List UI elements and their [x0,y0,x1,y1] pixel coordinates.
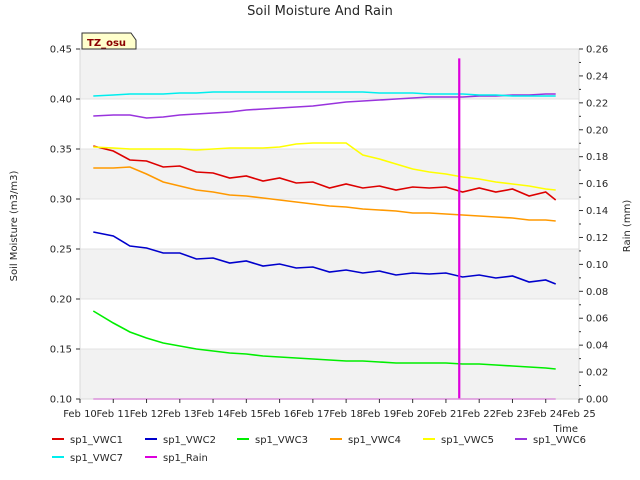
y2-tick-label: 0.04 [586,341,608,352]
y-tick-label: 0.35 [50,145,72,156]
series-lines [92,58,557,400]
x-tick-label: Feb 10 [63,409,97,420]
series-line-sp1-vwc1 [93,145,557,201]
x-tick-label: Feb 20 [396,409,430,420]
plot-frame [79,48,580,400]
band-3 [80,49,579,99]
x-axis-label: Time [553,424,578,435]
y-tick-label: 0.15 [50,345,72,356]
y-axis-label: Soil Moisture (m3/m3) [9,171,20,282]
y-tick-label: 0.25 [50,245,72,256]
site-badge: TZ_osu [81,32,137,50]
x-tick-label: Feb 11 [96,409,130,420]
x-tick-label: Feb 13 [163,409,197,420]
y-tick-label: 0.20 [50,295,72,306]
x-tick-label: Feb 19 [363,409,397,420]
x-tick-label: Feb 21 [429,409,463,420]
series-line-sp1-vwc5 [93,142,556,191]
x-tick-label: Feb 18 [329,409,363,420]
y2-tick-label: 0.20 [586,125,608,136]
band-0 [80,349,579,399]
x-tick-label: Feb 17 [296,409,330,420]
y2-tick-label: 0.26 [586,45,608,56]
legend-label-sp1-rain: sp1_Rain [163,453,208,464]
gridlines [80,48,579,400]
y2-tick-label: 0.16 [586,179,608,190]
y2-tick-label: 0.00 [586,395,608,406]
y-tick-label: 0.10 [50,395,72,406]
background-bands [80,49,579,399]
series-line-sp1-vwc3 [92,310,556,370]
band-1 [80,249,579,299]
legend-label-sp1-vwc1: sp1_VWC1 [70,435,123,446]
axes: Feb 10 Feb 11 Feb 12 Feb 13 Feb 14 Feb 15 Feb … [50,45,609,421]
y2-tick-label: 0.02 [586,368,608,379]
x-tick-label: Feb 16 [263,409,297,420]
series-line-sp1-vwc2 [93,231,556,285]
site-badge-text: TZ_osu [87,38,126,49]
y2-tick-label: 0.22 [586,98,608,109]
x-tick-label: Feb 15 [230,409,264,420]
y2-tick-label: 0.10 [586,260,608,271]
y-tick-label: 0.45 [50,45,72,56]
series-line-sp1-vwc4 [93,166,556,222]
y2-tick-label: 0.08 [586,287,608,298]
series-line-sp1-vwc6 [93,93,556,119]
legend: sp1_VWC1 sp1_VWC2 sp1_VWC3 sp1_VWC4 sp1_VWC5… [52,435,586,464]
y-tick-label: 0.40 [50,95,72,106]
y2-tick-label: 0.14 [586,206,608,217]
legend-label-sp1-vwc3: sp1_VWC3 [255,435,308,446]
x-tick-label: Feb 24 [529,409,563,420]
x-tick-label: Feb 23 [496,409,530,420]
y-tick-label: 0.30 [50,195,72,206]
series-line-sp1-vwc7 [93,91,556,97]
x-tick-label: Feb 12 [130,409,164,420]
legend-label-sp1-vwc7: sp1_VWC7 [70,453,123,464]
chart-title: Soil Moisture And Rain [247,4,393,19]
y2-tick-label: 0.12 [586,233,608,244]
x-tick-label: Feb 25 [562,409,596,420]
legend-label-sp1-vwc5: sp1_VWC5 [441,435,494,446]
y2-tick-label: 0.06 [586,314,608,325]
band-2 [80,149,579,199]
site-badge-box [81,32,137,50]
y2-tick-label: 0.18 [586,152,608,163]
legend-label-sp1-vwc2: sp1_VWC2 [163,435,216,446]
y2-tick-label: 0.24 [586,71,608,82]
x-tick-label: Feb 14 [196,409,230,420]
legend-label-sp1-vwc4: sp1_VWC4 [348,435,401,446]
x-tick-label: Feb 22 [462,409,496,420]
y2-axis-label: Rain (mm) [622,200,633,253]
legend-label-sp1-vwc6: sp1_VWC6 [533,435,586,446]
